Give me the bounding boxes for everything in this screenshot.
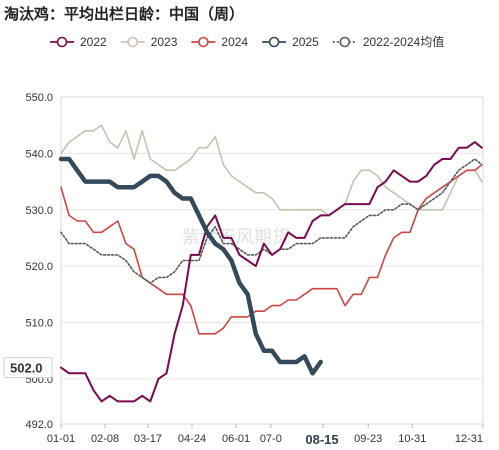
legend-label: 2022	[80, 35, 107, 49]
x-tick-label: 09-23	[354, 433, 382, 445]
legend-item-2022[interactable]: 2022	[50, 35, 107, 49]
x-tick-label: 04-24	[178, 433, 206, 445]
y-highlight-box	[3, 357, 53, 379]
series-group	[58, 124, 483, 403]
legend-label: 2022-2024均值	[363, 34, 444, 49]
legend-swatch-marker	[339, 36, 351, 48]
y-highlight-label: 502.0	[3, 357, 53, 379]
y-tick-label: 520.0	[25, 261, 53, 273]
x-highlight-label: 08-15	[305, 432, 338, 447]
grid	[61, 152, 483, 380]
y-tick-label: 530.0	[25, 205, 53, 217]
legend-item-2023[interactable]: 2023	[120, 35, 178, 49]
x-axis-ticks: 01-01 02-08 03-17 04-24 06-01 07-0 09-23 10-31 1…	[47, 424, 484, 445]
series-line-2022-2024均值	[60, 158, 483, 284]
y-tick-label: 550.0	[25, 92, 53, 104]
series-line-2025	[58, 156, 323, 376]
legend-label: 2023	[151, 35, 178, 49]
series-line-2022	[60, 141, 483, 403]
x-tick-label: 06-01	[222, 433, 250, 445]
legend-label: 2024	[221, 35, 248, 49]
legend-label: 2025	[292, 35, 319, 49]
legend-swatch-marker	[56, 36, 68, 48]
series-line-2023	[60, 124, 483, 217]
chart-title: 淘汰鸡：平均出栏日龄：中国（周）	[3, 5, 244, 23]
legend-item-2022-2024均值[interactable]: 2022-2024均值	[332, 34, 444, 49]
series-line-2024	[60, 163, 483, 335]
x-tick-label: 02-08	[91, 433, 119, 445]
legend-swatch-marker	[198, 36, 209, 48]
x-tick-label: 01-01	[47, 433, 75, 445]
legend-item-2025[interactable]: 2025	[262, 35, 319, 49]
y-tick-label: 492.0	[25, 419, 53, 431]
legend-item-2024[interactable]: 2024	[191, 35, 248, 49]
watermark-text: 紫金天风期货	[182, 227, 290, 248]
x-tick-label: 03-17	[134, 433, 162, 445]
legend[interactable]: 2022 2023 2024 2025 2022-2024均值	[50, 34, 444, 49]
x-tick-label: 10-31	[398, 433, 426, 445]
plot-border	[60, 96, 484, 425]
legend-swatch-marker	[127, 36, 139, 48]
y-highlight-value: 502.0	[10, 361, 43, 376]
x-tick-label: 07-0	[260, 433, 282, 445]
y-tick-label: 510.0	[25, 318, 53, 330]
legend-swatch-marker	[268, 36, 280, 48]
x-tick-label: 12-31	[455, 433, 483, 445]
y-tick-label: 540.0	[25, 148, 53, 160]
